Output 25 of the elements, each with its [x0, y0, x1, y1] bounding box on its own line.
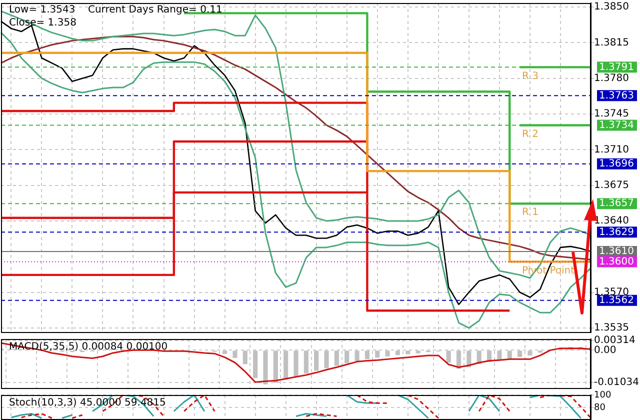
- ref-line-label: 1.3791: [599, 62, 634, 73]
- ref-line-label: 1.3696: [599, 158, 634, 170]
- ref-line-label: 1.3562: [599, 295, 634, 306]
- annotation: R 2: [522, 128, 538, 140]
- y-tick-label: 80: [594, 402, 606, 413]
- y-tick-label: 1.3640: [594, 216, 629, 227]
- y-tick-label: -0.01034: [594, 376, 639, 388]
- y-tick-label: 0.00: [594, 344, 616, 356]
- annotation: R 3: [522, 70, 538, 82]
- y-tick-label: 0.00314: [594, 335, 636, 346]
- y-tick-label: 1.3850: [594, 2, 629, 13]
- y-tick-label: 1.3815: [594, 37, 629, 48]
- y-tick-label: 100: [594, 390, 612, 400]
- ref-line-label: 1.3629: [599, 226, 634, 238]
- y-tick-label: 1.3780: [594, 72, 629, 84]
- annotation: R 1: [522, 207, 538, 218]
- ref-line-label: 1.3734: [599, 120, 634, 131]
- ref-line-label: 1.3610: [599, 246, 634, 258]
- ref-line-label: 1.3763: [599, 90, 634, 102]
- y-tick-label: 1.3710: [594, 144, 629, 156]
- ref-line-label: 1.3657: [599, 198, 634, 210]
- ref-line-label: 1.3600: [599, 256, 634, 268]
- y-tick-label: 1.3535: [594, 322, 629, 334]
- y-tick-label: 1.3745: [594, 108, 629, 120]
- y-tick-label: 1.3675: [594, 180, 629, 191]
